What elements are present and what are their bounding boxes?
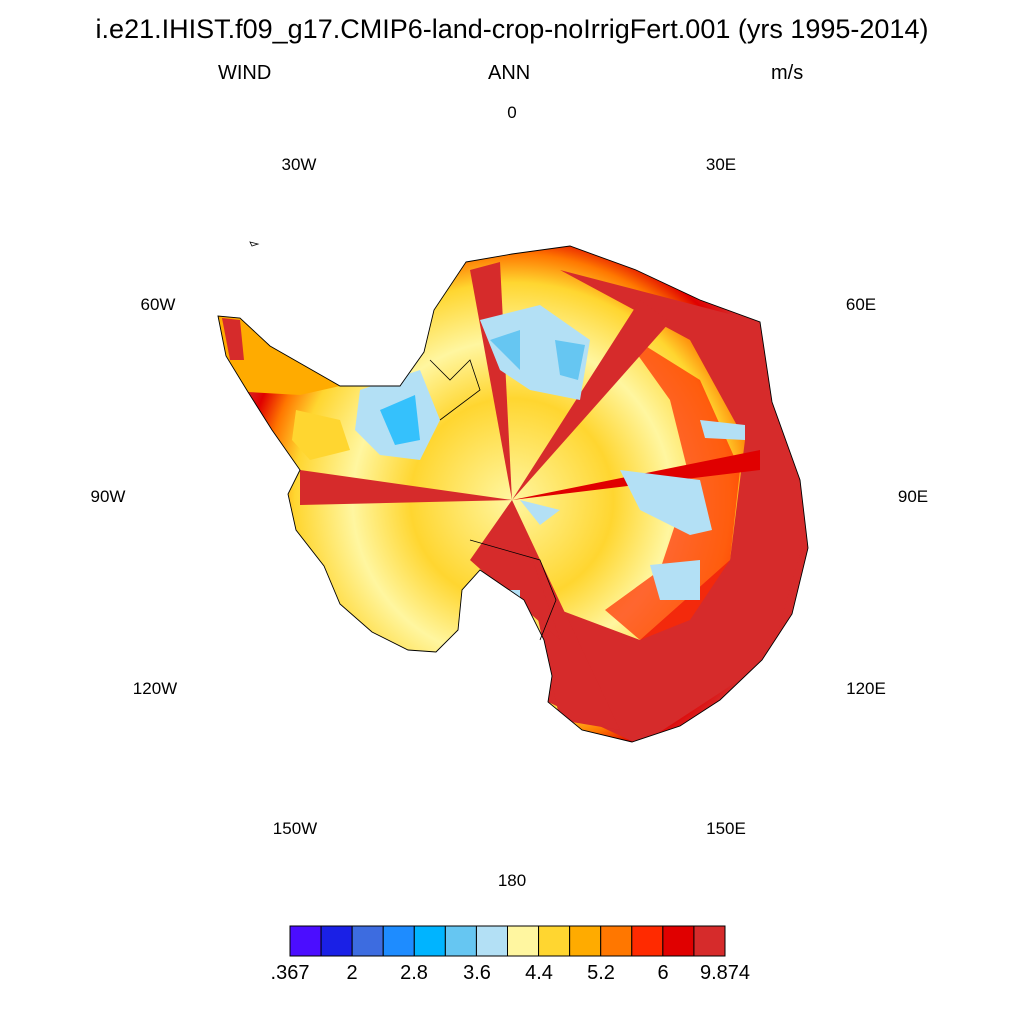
season-label: ANN	[488, 62, 531, 84]
lon-label-90e: 90E	[897, 487, 929, 506]
island-outline	[249, 241, 260, 247]
variable-label: WIND	[218, 62, 272, 84]
plot-title: i.e21.IHIST.f09_g17.CMIP6-land-crop-noIr…	[95, 14, 929, 44]
lon-label-120e: 120E	[846, 679, 886, 698]
lon-label-150w: 150W	[272, 819, 318, 838]
lon-label-0: 0	[507, 103, 517, 122]
colorbar-label-7: 9.874	[699, 962, 751, 984]
lon-label-60e: 60E	[845, 295, 877, 314]
lon-label-120w: 120W	[132, 679, 178, 698]
lon-label-150e: 150E	[706, 819, 746, 838]
colorbar-label-5: 5.2	[587, 962, 615, 984]
colorbar-label-4: 4.4	[525, 962, 553, 984]
units-label: m/s	[771, 62, 804, 84]
lon-label-90w: 90W	[90, 487, 126, 506]
colorbar-label-3: 3.6	[463, 962, 491, 984]
lon-label-180: 180	[497, 871, 527, 890]
colorbar-label-6: 6	[657, 962, 669, 984]
lon-label-30e: 30E	[705, 155, 737, 174]
colorbar-label-1: 2	[346, 962, 358, 984]
colorbar-label-0: .367	[270, 962, 310, 984]
colorbar-label-2: 2.8	[400, 962, 428, 984]
lon-label-30w: 30W	[281, 155, 317, 174]
lon-label-60w: 60W	[140, 295, 176, 314]
